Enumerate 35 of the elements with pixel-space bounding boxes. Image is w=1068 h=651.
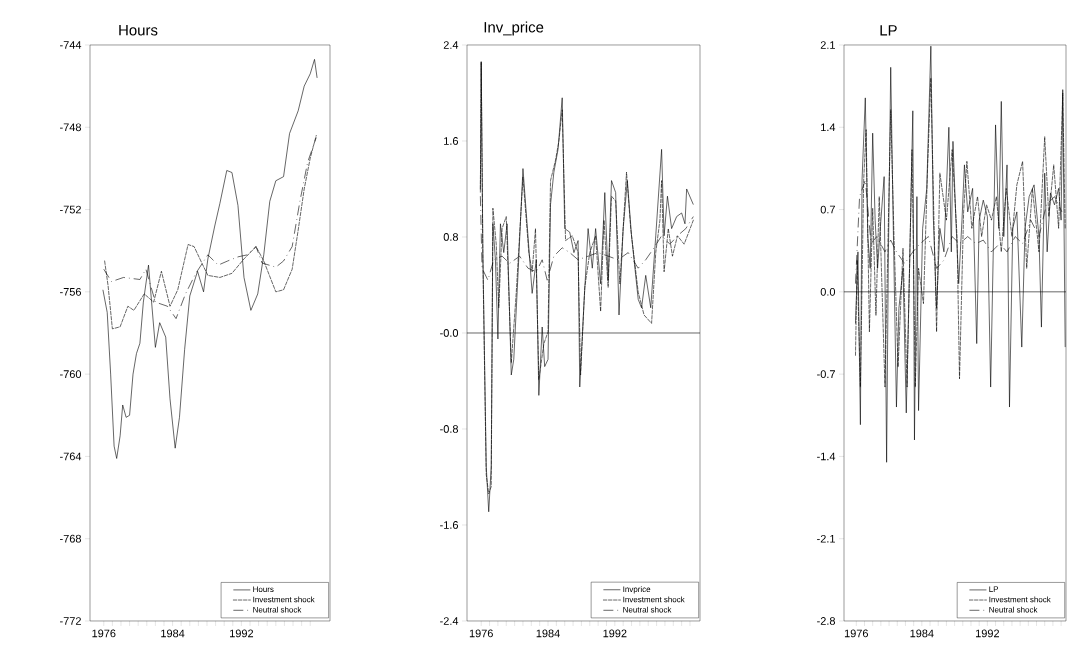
y-tick-label: -760 [60,370,82,379]
y-tick-label: 0.7 [820,205,835,214]
y-tick-label: -0.8 [440,425,459,433]
y-tick-label: 1.6 [444,137,459,145]
chart-title: Inv_price [484,21,544,36]
y-tick-label: 0.0 [820,287,836,296]
x-tick-label: 1984 [910,629,934,638]
y-tick-label: -744 [60,41,82,49]
x-tick-label: 1984 [161,629,185,638]
y-tick-label: 2.4 [443,41,459,49]
y-tick-label: -1.6 [440,521,459,529]
y-tick-label: -772 [60,617,81,625]
x-tick-label: 1976 [92,629,116,638]
x-tick-label: 1992 [603,629,627,638]
y-tick-label: -2.4 [440,617,459,625]
y-tick-label: -748 [60,123,81,132]
y-tick-label: -2.1 [817,534,835,543]
y-tick-label: -0.0 [440,329,459,337]
y-tick-label: 2.1 [820,41,835,49]
x-tick-label: 1984 [536,629,560,638]
x-tick-label: 1976 [844,629,868,638]
y-tick-label: -752 [60,205,81,214]
y-tick-label: -756 [60,287,81,296]
chart-title: LP [880,25,897,36]
x-tick-label: 1976 [469,629,493,638]
chart-title: Hours [119,25,158,36]
y-tick-label: 1.4 [821,123,836,132]
y-tick-label: -0.7 [817,370,835,379]
y-tick-label: -1.4 [817,452,836,461]
y-tick-label: -768 [60,534,81,543]
x-tick-label: 1992 [230,629,254,638]
y-tick-label: -764 [60,452,82,461]
x-tick-label: 1992 [976,629,1000,638]
y-tick-label: -2.8 [817,617,836,625]
y-tick-label: 0.8 [443,233,459,241]
